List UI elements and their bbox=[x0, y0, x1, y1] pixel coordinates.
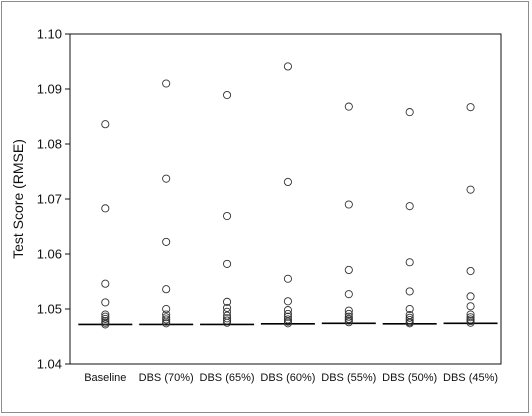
data-point bbox=[283, 312, 292, 321]
data-point bbox=[344, 306, 353, 315]
data-point bbox=[223, 259, 232, 268]
data-point bbox=[101, 314, 110, 323]
data-point bbox=[101, 279, 110, 288]
data-point bbox=[405, 108, 414, 117]
data-point bbox=[162, 319, 171, 328]
data-point bbox=[162, 313, 171, 322]
data-point bbox=[405, 315, 414, 325]
data-point bbox=[466, 103, 475, 112]
data-point bbox=[344, 318, 353, 327]
data-point bbox=[344, 265, 353, 275]
data-point bbox=[405, 313, 414, 322]
data-point bbox=[283, 319, 292, 328]
data-point bbox=[344, 312, 353, 321]
data-point bbox=[283, 274, 292, 283]
data-point bbox=[405, 287, 414, 296]
data-point bbox=[405, 258, 414, 267]
x-category-label: DBS (65%) bbox=[200, 372, 255, 384]
data-point bbox=[466, 292, 475, 301]
data-point bbox=[162, 304, 171, 314]
data-point bbox=[283, 297, 292, 306]
x-axis-labels: Baseline DBS (70%) DBS (65%) DBS (60%) DBS (… bbox=[84, 372, 498, 384]
data-point bbox=[162, 315, 171, 324]
y-tick-label: 1.04 bbox=[37, 357, 62, 372]
data-point bbox=[162, 174, 171, 183]
data-point bbox=[223, 307, 232, 316]
data-point bbox=[283, 309, 292, 319]
y-tick-label: 1.06 bbox=[37, 247, 62, 262]
y-axis-title: Test Score (RMSE) bbox=[10, 139, 26, 259]
data-point bbox=[283, 306, 292, 315]
data-point bbox=[344, 290, 353, 299]
data-point bbox=[223, 91, 232, 100]
y-tick-label: 1.05 bbox=[37, 302, 62, 317]
data-point bbox=[101, 204, 110, 213]
data-point bbox=[223, 316, 232, 325]
data-point bbox=[223, 314, 232, 323]
data-point bbox=[283, 62, 292, 71]
data-point bbox=[466, 185, 475, 194]
data-point bbox=[344, 102, 353, 111]
data-point bbox=[344, 200, 353, 209]
data-point bbox=[223, 297, 232, 306]
data-point bbox=[405, 319, 414, 328]
data-point bbox=[466, 310, 475, 319]
x-category-label: DBS (70%) bbox=[139, 372, 194, 384]
x-category-label: DBS (50%) bbox=[382, 372, 437, 384]
data-point bbox=[405, 304, 414, 314]
y-tick-label: 1.07 bbox=[37, 192, 62, 207]
x-category-label: DBS (55%) bbox=[321, 372, 376, 384]
y-tick-label: 1.10 bbox=[37, 27, 62, 42]
x-category-label: Baseline bbox=[84, 372, 126, 384]
data-point bbox=[466, 313, 475, 322]
data-point bbox=[101, 120, 110, 129]
data-point bbox=[466, 266, 475, 276]
data-point bbox=[162, 79, 171, 88]
data-point bbox=[162, 237, 171, 246]
data-point bbox=[223, 211, 232, 221]
data-point bbox=[283, 315, 292, 324]
data-point bbox=[101, 310, 110, 319]
data-point bbox=[344, 309, 353, 319]
data-points bbox=[101, 62, 475, 329]
data-point bbox=[223, 303, 232, 312]
x-category-label: DBS (60%) bbox=[260, 372, 315, 384]
data-point bbox=[101, 320, 110, 329]
data-point bbox=[405, 202, 414, 211]
x-category-label: DBS (45%) bbox=[443, 372, 498, 384]
data-point bbox=[223, 318, 232, 327]
y-axis-ticks: 1.04 1.05 1.06 1.07 1.08 1.09 1.10 bbox=[37, 27, 70, 372]
y-tick-label: 1.09 bbox=[37, 82, 62, 97]
data-point bbox=[101, 312, 110, 321]
data-point bbox=[101, 298, 110, 307]
data-point bbox=[283, 177, 292, 186]
y-tick-label: 1.08 bbox=[37, 137, 62, 152]
data-point bbox=[466, 302, 475, 311]
data-point bbox=[466, 318, 475, 327]
data-point bbox=[162, 285, 171, 294]
